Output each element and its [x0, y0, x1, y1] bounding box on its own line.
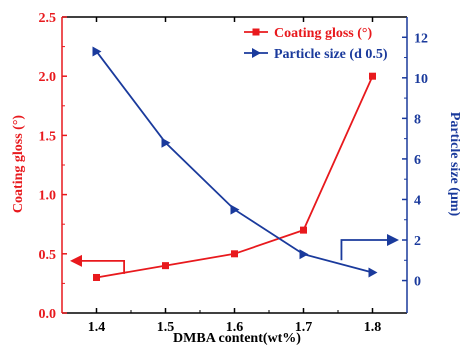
x-tick-label: 1.6 [226, 320, 244, 335]
legend-gloss-label: Coating gloss (°) [274, 26, 372, 41]
right-axis-title: Particle size (μm) [447, 112, 460, 217]
particle-size-marker [161, 137, 171, 148]
x-axis: 1.4 1.5 1.6 1.7 1.8 [88, 17, 382, 335]
right-indicator-arrow-line [340, 239, 387, 261]
x-axis-title: DMBA content(wt%) [173, 331, 301, 346]
gloss-marker [300, 226, 307, 234]
x-tick-label: 1.5 [157, 320, 175, 335]
legend-particle-label: Particle size (d 0.5) [274, 47, 388, 62]
left-tick-label: 1.0 [39, 189, 57, 204]
right-tick-label: 4 [414, 193, 421, 208]
left-y-axis: 0.0 0.5 1.0 1.5 2.0 2.5 [39, 11, 67, 322]
x-tick-label: 1.4 [88, 320, 106, 335]
right-tick-label: 10 [414, 72, 428, 87]
left-tick-label: 0.0 [39, 307, 57, 322]
left-axis-title: Coating gloss (°) [11, 115, 26, 213]
right-tick-label: 6 [414, 153, 421, 168]
gloss-marker [93, 273, 100, 281]
right-tick-label: 12 [414, 31, 428, 46]
particle-size-marker [230, 204, 240, 215]
left-tick-label: 0.5 [39, 248, 57, 263]
right-indicator-arrowhead [387, 234, 399, 247]
legend-gloss-marker [252, 28, 260, 36]
series-layer [92, 46, 378, 281]
particle-size-marker [299, 249, 309, 260]
particle-size-marker [368, 267, 378, 278]
right-y-axis: 0 2 4 6 8 10 12 [402, 31, 428, 290]
right-tick-label: 8 [414, 112, 421, 127]
legend-particle-marker [252, 48, 261, 58]
x-tick-label: 1.8 [364, 320, 382, 335]
left-indicator-arrowhead [70, 254, 82, 267]
axis-indicator-arrows [70, 234, 399, 274]
left-indicator-arrow-line [82, 260, 125, 274]
left-tick-label: 1.5 [39, 129, 57, 144]
gloss-marker [231, 250, 238, 258]
particle-size-line [95, 50, 373, 274]
legend: Coating gloss (°) Particle size (d 0.5) [244, 26, 388, 62]
right-tick-label: 0 [414, 275, 421, 290]
x-tick-label: 1.7 [295, 320, 313, 335]
right-tick-label: 2 [414, 234, 421, 249]
left-tick-label: 2.5 [39, 11, 57, 26]
gloss-marker [369, 72, 376, 80]
gloss-marker [162, 262, 169, 270]
particle-size-marker [92, 46, 102, 57]
left-tick-label: 2.0 [39, 70, 57, 85]
